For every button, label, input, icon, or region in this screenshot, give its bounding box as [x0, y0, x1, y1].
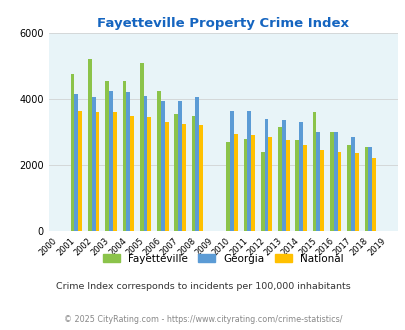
Text: © 2025 CityRating.com - https://www.cityrating.com/crime-statistics/: © 2025 CityRating.com - https://www.city…: [64, 315, 341, 324]
Bar: [164, 122, 168, 231]
Text: Crime Index corresponds to incidents per 100,000 inhabitants: Crime Index corresponds to incidents per…: [55, 282, 350, 291]
Bar: [295, 140, 298, 231]
Bar: [122, 81, 126, 231]
Bar: [281, 120, 285, 231]
Bar: [298, 122, 302, 231]
Bar: [199, 125, 202, 231]
Bar: [70, 74, 74, 231]
Bar: [315, 132, 320, 231]
Bar: [126, 92, 130, 231]
Bar: [160, 101, 164, 231]
Bar: [105, 81, 109, 231]
Bar: [251, 135, 254, 231]
Bar: [113, 112, 116, 231]
Bar: [337, 152, 341, 231]
Bar: [364, 147, 367, 231]
Bar: [226, 142, 230, 231]
Bar: [147, 117, 151, 231]
Bar: [92, 97, 95, 231]
Bar: [302, 145, 306, 231]
Bar: [367, 147, 371, 231]
Bar: [268, 137, 271, 231]
Bar: [78, 111, 82, 231]
Legend: Fayetteville, Georgia, National: Fayetteville, Georgia, National: [99, 249, 347, 268]
Bar: [139, 63, 143, 231]
Bar: [230, 111, 233, 231]
Bar: [320, 150, 323, 231]
Bar: [277, 127, 281, 231]
Bar: [130, 115, 134, 231]
Bar: [243, 139, 247, 231]
Bar: [109, 91, 113, 231]
Bar: [88, 59, 92, 231]
Bar: [157, 91, 160, 231]
Bar: [95, 112, 99, 231]
Bar: [333, 132, 337, 231]
Bar: [247, 111, 251, 231]
Bar: [143, 96, 147, 231]
Bar: [371, 158, 375, 231]
Bar: [329, 132, 333, 231]
Bar: [178, 101, 181, 231]
Bar: [285, 140, 289, 231]
Bar: [260, 152, 264, 231]
Bar: [74, 94, 78, 231]
Bar: [195, 97, 199, 231]
Bar: [264, 119, 268, 231]
Bar: [346, 145, 350, 231]
Bar: [174, 114, 178, 231]
Bar: [350, 137, 354, 231]
Bar: [312, 112, 315, 231]
Bar: [354, 153, 358, 231]
Bar: [191, 115, 195, 231]
Title: Fayetteville Property Crime Index: Fayetteville Property Crime Index: [97, 17, 348, 30]
Bar: [181, 124, 185, 231]
Bar: [233, 134, 237, 231]
